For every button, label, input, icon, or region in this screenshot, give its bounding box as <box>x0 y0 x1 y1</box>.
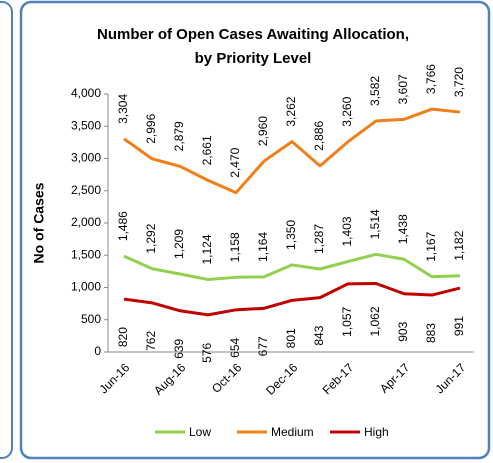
line-series <box>123 252 461 282</box>
y-tick-label: 4,000 <box>71 86 101 100</box>
side-panel <box>0 1 13 459</box>
data-label: 654 <box>228 337 242 357</box>
data-label: 1,167 <box>424 231 438 261</box>
data-label: 3,766 <box>424 64 438 94</box>
data-label: 1,403 <box>340 216 354 246</box>
data-label: 3,304 <box>116 94 130 124</box>
y-tick-label: 2,500 <box>71 183 101 197</box>
data-label: 1,209 <box>172 229 186 259</box>
data-label: 1,062 <box>368 306 382 336</box>
data-label: 1,438 <box>396 214 410 244</box>
data-label: 639 <box>172 338 186 358</box>
legend-label: Medium <box>271 425 314 439</box>
data-label: 1,164 <box>256 232 270 262</box>
data-label: 677 <box>256 336 270 356</box>
y-tick-label: 3,500 <box>71 118 101 132</box>
y-tick-label: 2,000 <box>71 215 101 229</box>
chart-title: Number of Open Cases Awaiting Allocation… <box>97 26 409 43</box>
data-label: 1,057 <box>340 306 354 336</box>
data-label: 801 <box>284 328 298 348</box>
y-tick-label: 3,000 <box>71 151 101 165</box>
data-label: 903 <box>396 321 410 341</box>
data-label: 2,879 <box>172 121 186 151</box>
y-tick-label: 1,500 <box>71 247 101 261</box>
data-label: 1,158 <box>228 232 242 262</box>
legend-label: High <box>364 425 389 439</box>
line-series <box>123 282 461 317</box>
data-label: 2,996 <box>144 113 158 143</box>
data-label: 843 <box>312 325 326 345</box>
data-label: 1,287 <box>312 224 326 254</box>
data-label: 820 <box>116 327 130 347</box>
y-tick-label: 500 <box>81 312 101 326</box>
data-label: 2,886 <box>312 121 326 151</box>
data-label: 3,260 <box>340 96 354 126</box>
data-label: 1,292 <box>144 223 158 253</box>
data-label: 1,486 <box>116 211 130 241</box>
data-label: 576 <box>200 343 214 363</box>
legend-label: Low <box>189 425 211 439</box>
y-tick-label: 0 <box>94 344 101 358</box>
data-label: 3,582 <box>368 76 382 106</box>
data-label: 2,661 <box>200 135 214 165</box>
line-series <box>123 107 461 195</box>
data-label: 1,350 <box>284 220 298 250</box>
data-label: 1,514 <box>368 209 382 239</box>
chart-panel <box>19 0 491 460</box>
data-label: 2,470 <box>228 147 242 177</box>
data-label: 3,720 <box>452 67 466 97</box>
y-tick-label: 1,000 <box>71 280 101 294</box>
data-label: 3,607 <box>396 74 410 104</box>
chart-title: by Priority Level <box>195 50 312 67</box>
data-label: 991 <box>452 316 466 336</box>
data-label: 883 <box>424 323 438 343</box>
data-label: 3,262 <box>284 96 298 126</box>
y-axis-label: No of Cases <box>31 182 47 263</box>
data-label: 2,960 <box>256 116 270 146</box>
data-label: 1,182 <box>452 230 466 260</box>
data-label: 1,124 <box>200 234 214 264</box>
data-label: 762 <box>144 331 158 351</box>
